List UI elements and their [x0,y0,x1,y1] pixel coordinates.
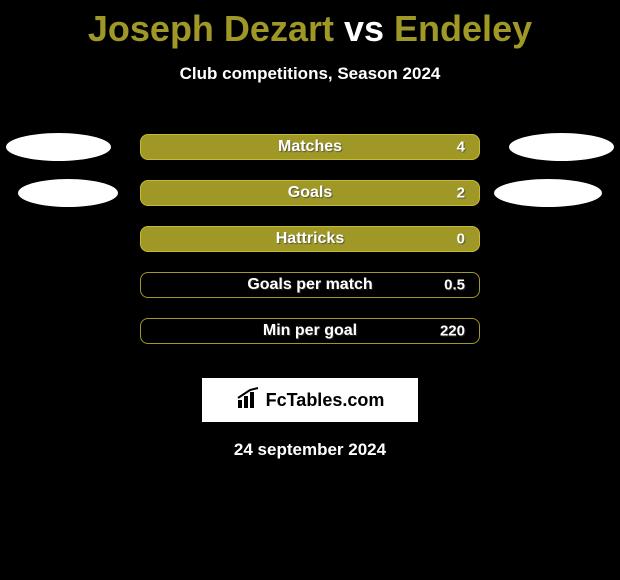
vs-word: vs [344,8,384,49]
stat-row-hattricks: Hattricks 0 [0,216,620,262]
stat-bar: Min per goal 220 [140,318,480,344]
stat-value: 220 [440,323,465,340]
stat-value: 4 [457,139,465,156]
stat-bar: Hattricks 0 [140,226,480,252]
subtitle: Club competitions, Season 2024 [0,64,620,84]
branding-text: FcTables.com [266,390,385,411]
stat-label: Hattricks [276,230,344,248]
ellipse-decoration [6,133,111,161]
stat-value: 0.5 [444,277,465,294]
stat-row-matches: Matches 4 [0,124,620,170]
date-line: 24 september 2024 [0,440,620,460]
stat-value: 0 [457,231,465,248]
stat-row-min-per-goal: Min per goal 220 [0,308,620,354]
stat-label: Goals per match [247,276,372,294]
stat-row-goals-per-match: Goals per match 0.5 [0,262,620,308]
player2-name: Endeley [394,8,532,49]
stat-bar: Goals per match 0.5 [140,272,480,298]
stat-label: Min per goal [263,322,357,340]
branding-box: FcTables.com [202,378,418,422]
ellipse-decoration [18,179,118,207]
stat-label: Goals [288,184,332,202]
page-title: Joseph Dezart vs Endeley [0,0,620,50]
stat-value: 2 [457,185,465,202]
player1-name: Joseph Dezart [88,8,334,49]
stat-bar: Matches 4 [140,134,480,160]
ellipse-decoration [509,133,614,161]
stat-label: Matches [278,138,342,156]
chart-icon [236,386,260,415]
stats-area: Matches 4 Goals 2 Hattricks 0 Goals per … [0,124,620,354]
stat-row-goals: Goals 2 [0,170,620,216]
stat-bar: Goals 2 [140,180,480,206]
ellipse-decoration [494,179,602,207]
